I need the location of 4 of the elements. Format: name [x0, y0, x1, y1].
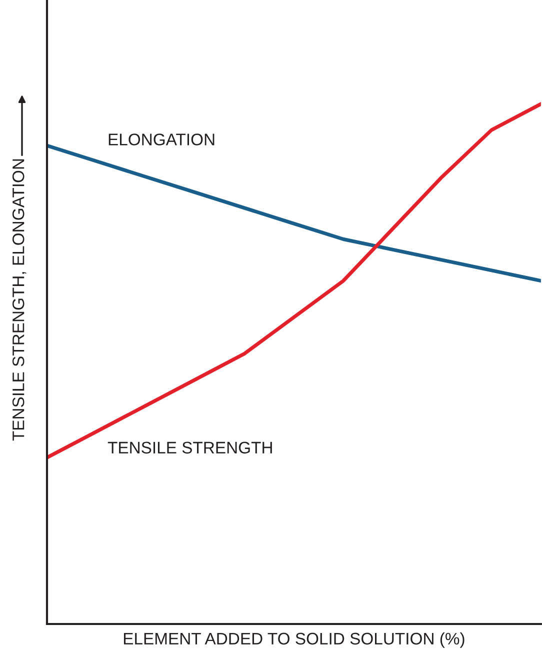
series-label: TENSILE STRENGTH [108, 442, 272, 454]
series-label: ELONGATION [108, 134, 214, 146]
x-axis-title: ELEMENT ADDED TO SOLID SOLUTION (%) [124, 632, 464, 648]
y-axis-title: TENSILE STRENGTH, ELONGATION [12, 159, 26, 441]
